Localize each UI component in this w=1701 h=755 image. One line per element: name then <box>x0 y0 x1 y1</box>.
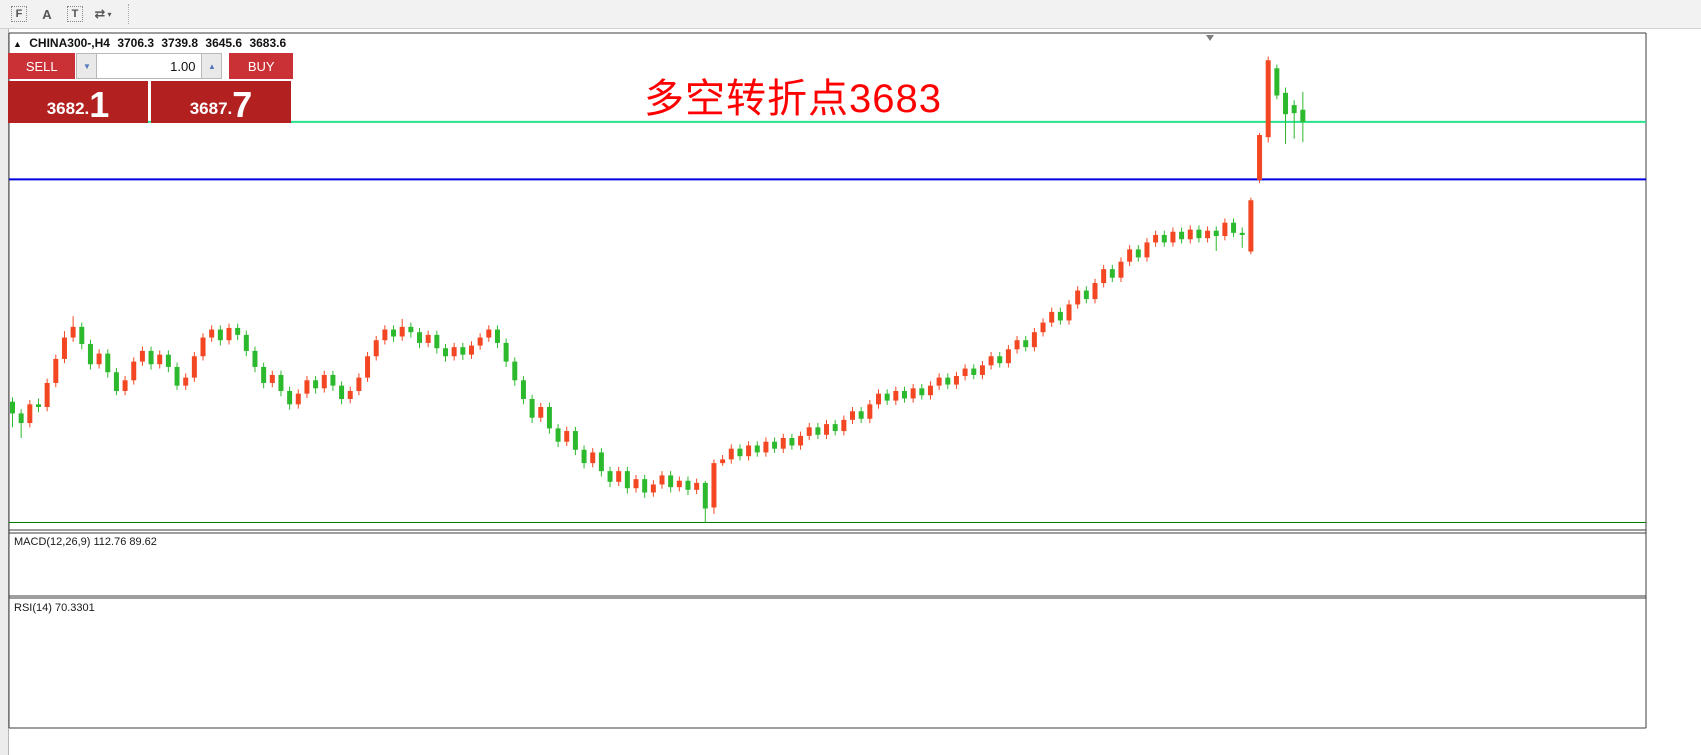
expert-advisor-icon[interactable]: F <box>6 3 32 25</box>
close-value: 3683.6 <box>249 36 287 50</box>
macd-signal-value: 89.62 <box>129 536 157 548</box>
buy-button[interactable]: BUY <box>229 53 293 79</box>
one-click-trade-panel: SELL ▼ ▲ BUY 3682. 1 3687. 7 <box>8 53 293 123</box>
horizontal-level-lines <box>9 120 1646 524</box>
object-cycle-icon[interactable]: ⇄ ▾ <box>94 6 112 21</box>
toolbar-separator <box>128 4 130 24</box>
symbol-collapse-arrow-icon[interactable]: ▲ <box>13 39 22 49</box>
panel-borders <box>8 32 1647 729</box>
macd-label: MACD(12,26,9) 112.76 89.62 <box>14 536 157 548</box>
volume-increase-button[interactable]: ▲ <box>201 53 223 79</box>
sell-price-frac: 1 <box>89 84 110 126</box>
expert-advisor-icon-glyph: F <box>10 6 28 22</box>
high-value: 3739.8 <box>161 36 199 50</box>
volume-decrease-button[interactable]: ▼ <box>76 53 98 79</box>
sell-price-int: 3682. <box>46 99 90 118</box>
text-label-icon[interactable]: T <box>62 3 88 25</box>
buy-price-display[interactable]: 3687. 7 <box>151 81 291 123</box>
buy-price-int: 3687. <box>189 99 233 118</box>
text-annotation-icon[interactable]: A <box>42 6 52 22</box>
low-value: 3645.6 <box>205 36 243 50</box>
volume-input[interactable] <box>97 53 202 79</box>
dropdown-caret-icon: ▾ <box>107 9 112 19</box>
toolbar: F A T ⇄ ▾ <box>0 0 1701 29</box>
rsi-label: RSI(14) 70.3301 <box>14 602 95 614</box>
sell-price-display[interactable]: 3682. 1 <box>8 81 148 123</box>
candlesticks <box>10 56 1306 523</box>
buy-price-frac: 7 <box>232 84 253 126</box>
chart-shift-marker[interactable] <box>1206 35 1214 41</box>
open-value: 3706.3 <box>117 36 155 50</box>
chart-annotation-text[interactable]: 多空转折点3683 <box>644 77 942 121</box>
symbol-title: CHINA300-,H4 <box>29 36 110 50</box>
ohlc-header: ▲ CHINA300-,H4 3706.3 3739.8 3645.6 3683… <box>13 36 290 50</box>
sell-button[interactable]: SELL <box>8 53 77 79</box>
rsi-value: 70.3301 <box>54 602 95 614</box>
volume-spinner: ▼ ▲ <box>76 53 223 79</box>
macd-main-value: 112.76 <box>93 536 127 548</box>
